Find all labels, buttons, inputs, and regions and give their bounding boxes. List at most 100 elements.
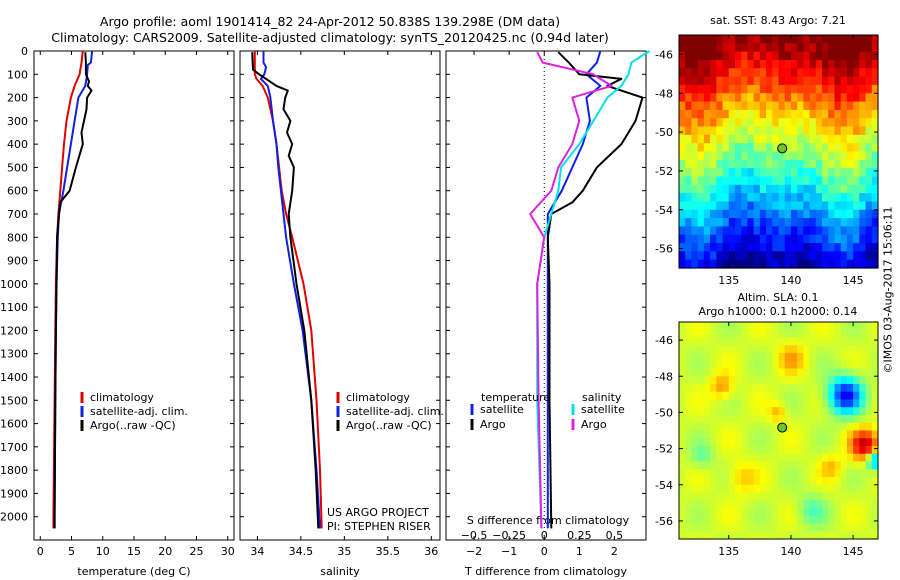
- sst-map-cell: [747, 209, 755, 219]
- depth-tick-label: 300: [7, 115, 28, 128]
- sst-map-cell: [734, 259, 742, 269]
- sla-map-cell: [710, 461, 717, 470]
- sla-map-cell: [741, 399, 749, 408]
- sla-map-cell: [846, 368, 854, 377]
- sla-map-cell: [790, 345, 798, 354]
- sst-map-cell: [747, 218, 755, 227]
- sst-map-cell: [871, 226, 879, 236]
- sla-map-cell: [710, 446, 717, 455]
- sla-map-cell: [815, 446, 823, 455]
- sst-map-cell: [716, 168, 724, 178]
- sla-map-cell: [722, 422, 730, 432]
- sst-map-cell: [759, 184, 767, 194]
- sst-map-cell: [679, 176, 686, 186]
- sla-map-cell: [722, 469, 730, 478]
- sst-map-cell: [834, 193, 842, 203]
- sst-map-cell: [747, 126, 755, 136]
- sst-map-cell: [766, 93, 773, 103]
- sla-map-cell: [722, 446, 730, 455]
- sla-map-cell: [697, 484, 705, 494]
- sst-map-cell: [710, 234, 717, 244]
- sla-map-cell: [741, 508, 749, 517]
- sla-map-cell: [803, 391, 811, 401]
- sst-map-cell: [766, 109, 773, 119]
- sla-map-cell: [846, 531, 854, 540]
- sst-map-lat-label: -50: [655, 126, 673, 139]
- sla-map-cell: [803, 407, 811, 416]
- sla-map-cell: [797, 461, 804, 470]
- sst-map-cell: [741, 226, 749, 236]
- sla-map-cell: [778, 322, 786, 331]
- sst-map-cell: [703, 68, 711, 78]
- sst-map-cell: [697, 243, 705, 252]
- sst-map-cell: [728, 35, 736, 44]
- sst-map-cell: [710, 168, 717, 178]
- sst-map-cell: [728, 159, 736, 169]
- sla-map-cell: [840, 477, 848, 486]
- sst-map-cell: [871, 193, 879, 203]
- sla-map-cell: [797, 453, 804, 463]
- sst-map-cell: [747, 51, 755, 61]
- sla-map-cell: [784, 391, 792, 401]
- sla-map-cell: [797, 399, 804, 408]
- sla-map-cell: [772, 461, 780, 470]
- sst-map-cell: [679, 118, 686, 128]
- sst-map-cell: [728, 76, 736, 86]
- sla-map-cell: [853, 399, 860, 408]
- sla-map-cell: [747, 384, 755, 393]
- sst-map-cell: [797, 109, 804, 119]
- sla-map-cell: [716, 446, 724, 455]
- sst-map-cell: [734, 134, 742, 144]
- sla-map-cell: [722, 430, 730, 439]
- sst-map-cell: [822, 168, 829, 178]
- sla-map-cell: [759, 446, 767, 455]
- sla-map-cell: [710, 391, 717, 401]
- sst-map-cell: [703, 109, 711, 119]
- sst-map-cell: [679, 209, 686, 219]
- sla-map-cell: [784, 446, 792, 455]
- sst-map-cell: [784, 176, 792, 186]
- sla-map-cell: [772, 415, 780, 424]
- legend-label: Argo: [480, 418, 506, 431]
- sst-map-cell: [685, 84, 693, 94]
- sst-map-cell: [703, 193, 711, 203]
- sst-map-cell: [759, 51, 767, 61]
- sst-map-cell: [853, 101, 860, 111]
- sst-map-cell: [797, 251, 804, 261]
- sst-map-cell: [778, 234, 786, 244]
- sla-map-cell: [840, 422, 848, 432]
- sla-map-cell: [710, 399, 717, 408]
- sla-map-cell: [685, 384, 693, 393]
- sst-map-cell: [722, 59, 730, 69]
- sla-map-cell: [859, 384, 867, 393]
- sla-map-cell: [747, 407, 755, 416]
- sst-map-cell: [828, 251, 836, 261]
- sla-map-cell: [853, 477, 860, 486]
- sla-map-cell: [759, 322, 767, 331]
- sla-map-cell: [840, 508, 848, 517]
- sla-map-cell: [803, 531, 811, 540]
- sst-map-cell: [691, 251, 699, 261]
- sla-map-cell: [772, 399, 780, 408]
- depth-tick-label: 1700: [0, 441, 28, 454]
- sla-map-cell: [691, 492, 699, 501]
- sst-map-cell: [828, 43, 836, 53]
- sla-map-cell: [697, 438, 705, 447]
- sst-map-cell: [834, 109, 842, 119]
- sst-map-cell: [797, 159, 804, 169]
- sst-map-cell: [697, 76, 705, 86]
- sla-map-cell: [853, 446, 860, 455]
- sst-map-cell: [766, 226, 773, 236]
- sst-map-cell: [753, 243, 761, 252]
- sst-map-cell: [846, 209, 854, 219]
- sst-map-cell: [691, 143, 699, 153]
- sla-map-cell: [790, 322, 798, 331]
- sla-map-cell: [766, 407, 773, 416]
- sst-map-cell: [710, 201, 717, 211]
- depth-tick-label: 1800: [0, 464, 28, 477]
- sla-map-cell: [803, 337, 811, 346]
- sla-map-cell: [772, 469, 780, 478]
- sla-map-cell: [865, 492, 873, 501]
- sla-map-cell: [865, 345, 873, 354]
- sst-map-cell: [759, 134, 767, 144]
